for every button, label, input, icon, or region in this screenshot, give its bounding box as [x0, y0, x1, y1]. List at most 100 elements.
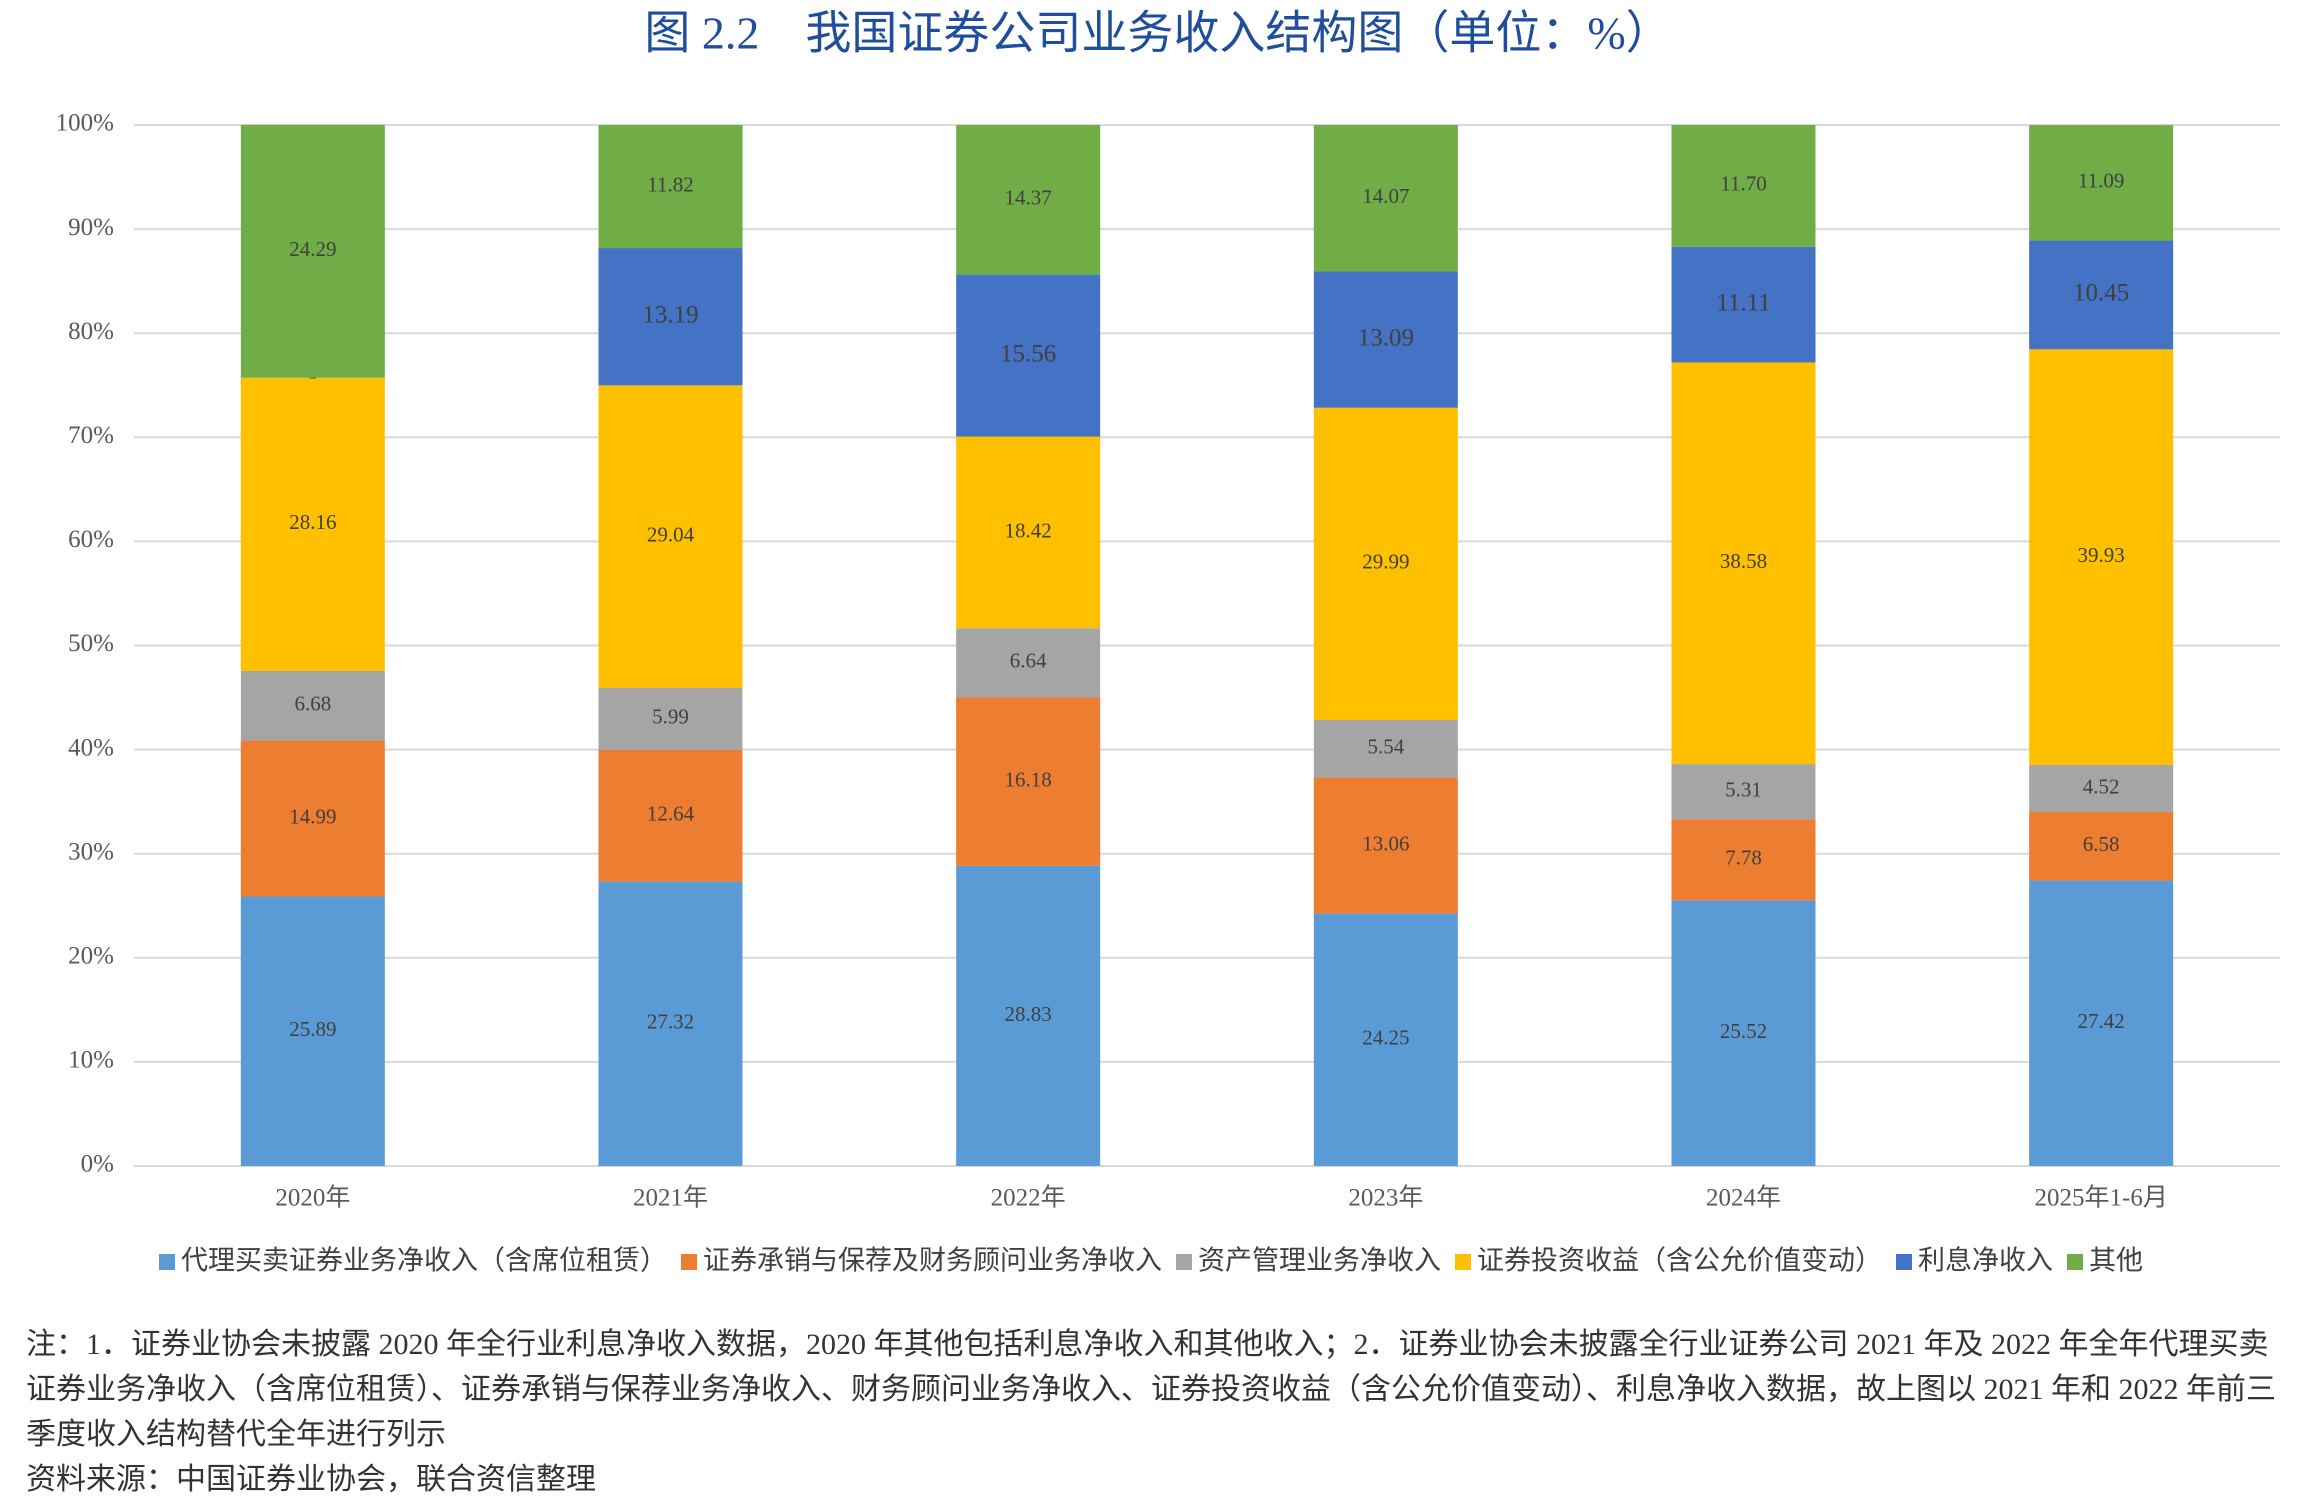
y-tick-label: 80% [68, 318, 114, 345]
bar-segment [956, 865, 1101, 1166]
data-label: 16.18 [1005, 767, 1052, 791]
y-tick-label: 0% [81, 1151, 114, 1178]
bar-segment [240, 124, 385, 378]
bar-segment [1671, 819, 1816, 901]
data-label: 25.52 [1720, 1019, 1767, 1043]
bar-segment [1313, 407, 1458, 720]
data-label: 11.82 [647, 172, 693, 196]
legend-swatch [681, 1254, 697, 1270]
bar-segment [240, 896, 385, 1166]
legend-label: 证券承销与保荐及财务顾问业务净收入 [703, 1246, 1162, 1277]
y-tick-label: 70% [68, 422, 114, 449]
legend-label: 代理买卖证券业务净收入（含席位租赁） [181, 1246, 667, 1277]
data-label: 14.37 [1005, 186, 1052, 210]
bar-segment [2029, 240, 2174, 350]
legend-swatch [1455, 1254, 1471, 1270]
legend-label: 证券投资收益（含公允价值变动） [1477, 1246, 1882, 1277]
y-tick-label: 10% [68, 1047, 114, 1074]
data-label: 29.99 [1362, 550, 1409, 574]
data-label: 25.89 [289, 1017, 336, 1041]
x-tick-label: 2020年 [275, 1184, 350, 1212]
data-label: 27.32 [647, 1010, 694, 1034]
data-label: 39.93 [2078, 543, 2125, 567]
chart: 图 2.2 我国证券公司业务收入结构图（单位：%） 0% 10% 20% 30% 40%… [56, 8, 2280, 1277]
bar-segment [1313, 125, 1458, 272]
bar-segment [956, 125, 1101, 275]
data-label: 14.07 [1362, 184, 1409, 208]
data-label: 13.06 [1362, 831, 1409, 855]
legend-label: 其他 [2089, 1246, 2143, 1277]
bar-segment [2029, 880, 2174, 1166]
bar-segment [1313, 271, 1458, 408]
data-label: 6.64 [1010, 649, 1047, 673]
bar-segment [1313, 913, 1458, 1166]
bar-segment [1671, 900, 1816, 1166]
data-label: 15.56 [1000, 340, 1056, 367]
bar-segment [2029, 125, 2174, 241]
data-label: 11.09 [2078, 169, 2124, 193]
bar-segment [598, 687, 743, 751]
bar-segment [598, 385, 743, 688]
bar-segment [1313, 719, 1458, 778]
legend-label: 利息净收入 [1918, 1246, 2053, 1277]
bar-segment [598, 125, 743, 249]
data-label: 13.09 [1358, 324, 1414, 351]
data-label: 5.99 [652, 705, 689, 729]
bar-segment [1313, 777, 1458, 914]
data-label: 5.31 [1725, 778, 1762, 802]
x-tick-label: 2024年 [1706, 1184, 1781, 1212]
bar-segment [240, 740, 385, 897]
bar-segment [1671, 125, 1816, 247]
data-label: 29.04 [647, 522, 695, 546]
y-tick-label: 30% [68, 838, 114, 865]
data-label: 6.58 [2083, 832, 2120, 856]
source: 资料来源：中国证券业协会，联合资信整理 [26, 1463, 596, 1496]
data-label: 28.83 [1005, 1002, 1052, 1026]
bar-segment [1671, 764, 1816, 820]
y-tick-label: 50% [68, 630, 114, 657]
bar-segment [956, 274, 1101, 437]
data-label: 27.42 [2078, 1009, 2125, 1033]
data-label: 11.70 [1720, 172, 1766, 196]
data-label: 38.58 [1720, 549, 1767, 573]
data-label: 13.19 [642, 301, 698, 328]
note: 注：1．证券业协会未披露 2020 年全行业利息净收入数据，2020 年其他包括… [26, 1328, 2276, 1451]
bar-segment [956, 436, 1101, 629]
x-tick-label: 2025年1-6月 [2035, 1184, 2168, 1212]
bar-segment [240, 377, 385, 671]
bar-segment [956, 628, 1101, 698]
data-label: 18.42 [1005, 518, 1052, 542]
data-label: 7.78 [1725, 846, 1762, 870]
bar-segment [956, 697, 1101, 866]
notes: 注：1．证券业协会未披露 2020 年全行业利息净收入数据，2020 年其他包括… [26, 1322, 2296, 1502]
x-tick-label: 2023年 [1348, 1184, 1423, 1212]
data-label: 4.52 [2083, 774, 2120, 798]
data-label: 6.68 [294, 691, 331, 715]
bar-segment [2029, 765, 2174, 813]
data-label: 14.99 [289, 804, 336, 828]
chart-title: 图 2.2 我国证券公司业务收入结构图（单位：%） [644, 8, 1671, 59]
bar-segment [598, 750, 743, 882]
y-tick-label: 20% [68, 943, 114, 970]
x-tick-label: 2021年 [633, 1184, 708, 1212]
data-label: 11.11 [1716, 289, 1770, 316]
bar-segment [240, 670, 385, 741]
data-label: 24.25 [1362, 1026, 1409, 1050]
data-label: 12.64 [647, 802, 695, 826]
y-tick-label: 40% [68, 734, 114, 761]
bar-segment [2029, 812, 2174, 881]
data-label: 10.45 [2073, 280, 2129, 307]
legend-swatch [1896, 1254, 1912, 1270]
y-tick-label: 100% [56, 110, 114, 137]
data-label: 24.29 [289, 237, 336, 261]
x-tick-label: 2022年 [991, 1184, 1066, 1212]
bar-segment [598, 881, 743, 1166]
data-label: 5.54 [1367, 735, 1404, 759]
y-tick-label: 60% [68, 526, 114, 553]
legend-swatch [2067, 1254, 2083, 1270]
bar-segment [598, 248, 743, 386]
y-tick-label: 90% [68, 214, 114, 241]
legend-label: 资产管理业务净收入 [1198, 1246, 1441, 1277]
legend-swatch [1176, 1254, 1192, 1270]
